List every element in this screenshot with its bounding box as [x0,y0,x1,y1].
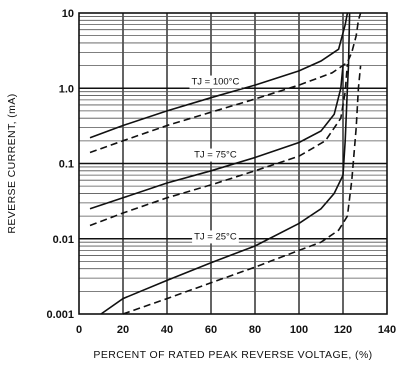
series-line-3 [89,65,344,210]
series-line-4 [89,63,349,227]
x-tick-labels: 0 20 40 60 80 100 120 140 [76,324,396,336]
annotation-text: TJ = 75°C [194,150,237,161]
y-tick-label: 0.01 [53,234,74,246]
x-tick-label: 20 [117,324,129,336]
x-tick-label: 60 [205,324,217,336]
annotation: TJ = 75°C [192,148,239,162]
annotation-background [192,230,239,244]
y-axis-label: REVERSE CURRENT, (mA) [6,93,18,233]
annotation: TJ = 25°C [192,230,239,244]
y-tick-labels: 10 1.0 0.1 0.01 0.001 [46,8,74,321]
plot-frame [78,12,388,315]
series-line-5 [100,12,351,315]
x-tick-label: 140 [378,324,396,336]
grid [79,13,387,314]
series-line-2 [89,12,362,154]
series-line-1 [89,12,349,139]
y-tick-label: 0.001 [46,309,74,321]
x-tick-label: 0 [76,324,82,336]
y-tick-label: 1.0 [59,83,74,95]
y-tick-label: 0.1 [59,159,74,171]
annotations: TJ = 100°C TJ = 75°C TJ = 25°C [189,75,242,244]
y-tick-label: 10 [62,8,74,20]
series-line-6 [122,65,362,315]
annotation-background [192,148,239,162]
x-tick-label: 100 [290,324,308,336]
x-tick-label: 120 [334,324,352,336]
x-axis-label: PERCENT OF RATED PEAK REVERSE VOLTAGE, (… [93,349,372,361]
x-tick-label: 40 [161,324,173,336]
annotation: TJ = 100°C [189,75,242,89]
annotation-background [189,75,242,89]
x-tick-label: 80 [249,324,261,336]
series-group [89,12,362,315]
annotation-text: TJ = 25°C [194,231,237,242]
annotation-text: TJ = 100°C [191,77,239,88]
